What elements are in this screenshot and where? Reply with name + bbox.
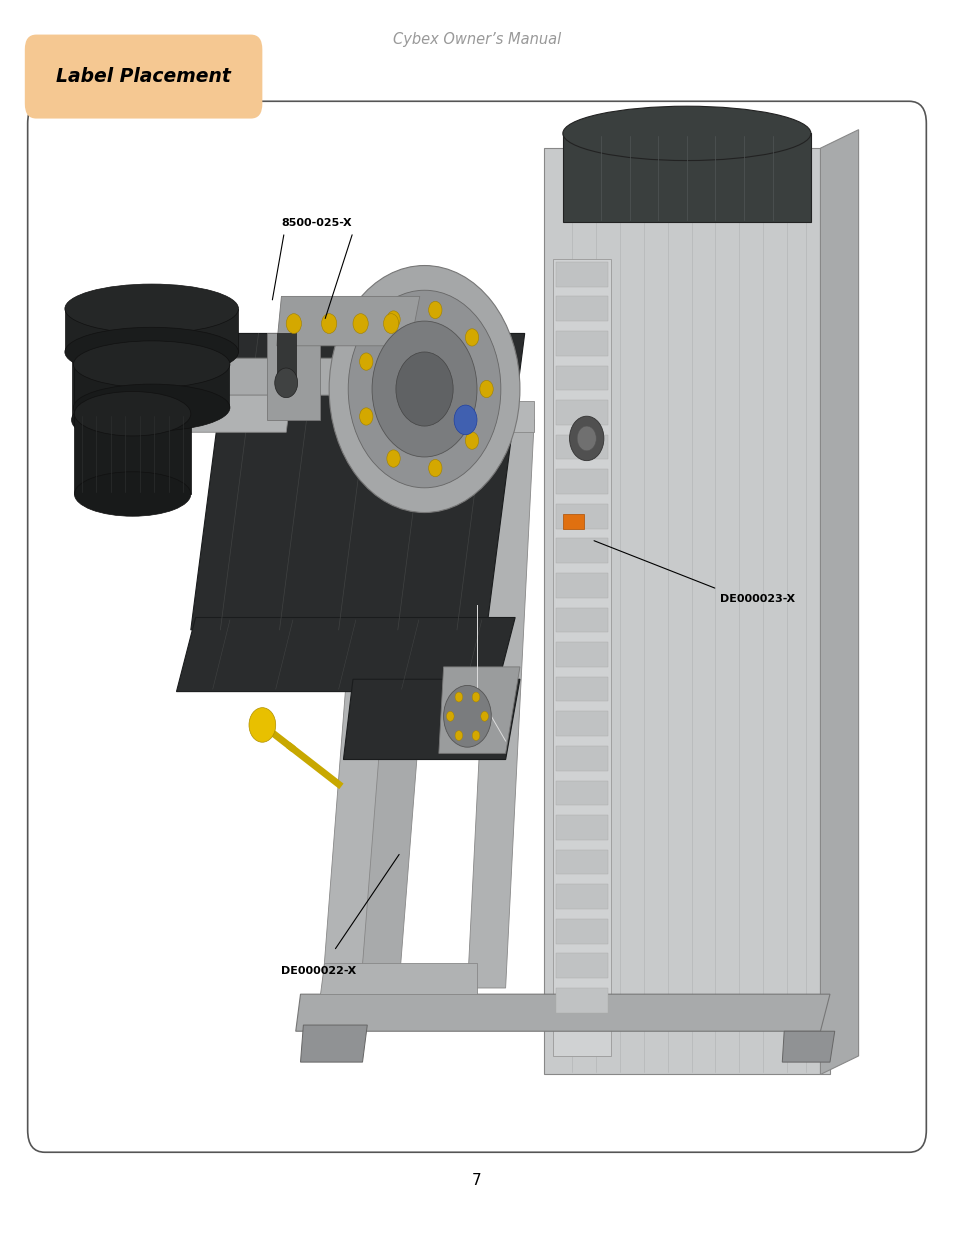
Polygon shape	[74, 364, 229, 408]
Ellipse shape	[372, 321, 476, 457]
Ellipse shape	[71, 398, 186, 442]
Ellipse shape	[454, 405, 476, 435]
Polygon shape	[319, 408, 410, 1025]
Ellipse shape	[387, 311, 400, 329]
Ellipse shape	[472, 731, 479, 741]
Ellipse shape	[577, 426, 596, 451]
Polygon shape	[556, 919, 607, 944]
Polygon shape	[556, 331, 607, 356]
Polygon shape	[176, 618, 515, 692]
Ellipse shape	[386, 450, 399, 467]
Ellipse shape	[446, 711, 454, 721]
Polygon shape	[300, 1025, 367, 1062]
Polygon shape	[556, 642, 607, 667]
Polygon shape	[556, 435, 607, 459]
Polygon shape	[556, 538, 607, 563]
Polygon shape	[556, 262, 607, 287]
Ellipse shape	[65, 284, 238, 333]
Ellipse shape	[465, 432, 478, 450]
Polygon shape	[820, 130, 858, 1074]
Polygon shape	[556, 746, 607, 771]
Polygon shape	[556, 366, 607, 390]
Ellipse shape	[465, 329, 478, 346]
Ellipse shape	[71, 311, 186, 356]
Ellipse shape	[274, 368, 297, 398]
Ellipse shape	[73, 384, 230, 431]
Polygon shape	[781, 1031, 834, 1062]
Polygon shape	[543, 148, 829, 1074]
Ellipse shape	[353, 314, 368, 333]
Polygon shape	[129, 395, 291, 432]
Text: 8500-025-X: 8500-025-X	[281, 219, 352, 228]
Polygon shape	[553, 259, 610, 1056]
Ellipse shape	[321, 314, 336, 333]
Text: DE000023-X: DE000023-X	[720, 594, 795, 604]
Ellipse shape	[428, 301, 441, 319]
FancyBboxPatch shape	[28, 101, 925, 1152]
Polygon shape	[353, 401, 534, 432]
Ellipse shape	[286, 314, 301, 333]
Polygon shape	[556, 677, 607, 701]
Text: 7: 7	[472, 1173, 481, 1188]
Polygon shape	[556, 711, 607, 736]
Ellipse shape	[562, 106, 810, 161]
Polygon shape	[556, 608, 607, 632]
Ellipse shape	[395, 352, 453, 426]
Polygon shape	[556, 573, 607, 598]
Polygon shape	[556, 953, 607, 978]
Polygon shape	[267, 333, 319, 420]
Ellipse shape	[359, 353, 373, 370]
Polygon shape	[556, 988, 607, 1013]
Polygon shape	[562, 133, 810, 222]
Polygon shape	[191, 333, 524, 630]
Polygon shape	[357, 420, 443, 1025]
Ellipse shape	[472, 692, 479, 701]
Polygon shape	[438, 667, 519, 753]
Ellipse shape	[455, 692, 462, 701]
Ellipse shape	[383, 314, 398, 333]
Polygon shape	[74, 414, 191, 494]
Ellipse shape	[480, 711, 488, 721]
FancyBboxPatch shape	[25, 35, 262, 119]
Ellipse shape	[455, 731, 462, 741]
Ellipse shape	[479, 380, 493, 398]
Polygon shape	[65, 309, 238, 352]
Polygon shape	[556, 504, 607, 529]
Ellipse shape	[74, 472, 191, 516]
Polygon shape	[276, 333, 295, 383]
Polygon shape	[395, 370, 467, 408]
Ellipse shape	[428, 459, 441, 477]
Text: Label Placement: Label Placement	[56, 67, 231, 86]
Ellipse shape	[65, 327, 238, 377]
Ellipse shape	[73, 341, 230, 388]
Ellipse shape	[249, 708, 275, 742]
Polygon shape	[562, 514, 583, 529]
Polygon shape	[276, 296, 419, 346]
Polygon shape	[467, 420, 534, 988]
Ellipse shape	[359, 408, 373, 425]
Ellipse shape	[348, 290, 500, 488]
Polygon shape	[556, 296, 607, 321]
Polygon shape	[343, 679, 519, 760]
Polygon shape	[556, 469, 607, 494]
Text: Cybex Owner’s Manual: Cybex Owner’s Manual	[393, 32, 560, 47]
Text: DE000022-X: DE000022-X	[281, 966, 356, 976]
Ellipse shape	[443, 685, 491, 747]
Ellipse shape	[329, 266, 519, 513]
Polygon shape	[556, 850, 607, 874]
Polygon shape	[133, 358, 415, 395]
Polygon shape	[556, 815, 607, 840]
Polygon shape	[71, 333, 186, 420]
Ellipse shape	[569, 416, 603, 461]
Ellipse shape	[74, 391, 191, 436]
Polygon shape	[295, 994, 829, 1031]
Polygon shape	[556, 781, 607, 805]
Polygon shape	[319, 963, 476, 994]
Polygon shape	[556, 884, 607, 909]
Polygon shape	[556, 400, 607, 425]
